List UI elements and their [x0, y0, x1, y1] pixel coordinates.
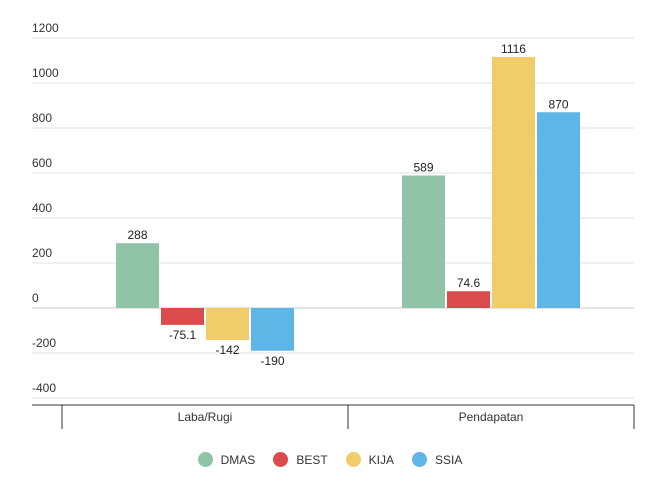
- y-tick-label: 400: [32, 201, 52, 215]
- data-label: 1116: [501, 42, 526, 56]
- legend-label: BEST: [296, 452, 328, 467]
- legend-swatch: [345, 452, 361, 467]
- data-label: 288: [127, 228, 147, 242]
- legend-swatch: [273, 452, 289, 467]
- category-label: Pendapatan: [459, 410, 524, 424]
- data-label: 74.6: [457, 276, 481, 290]
- bar-kija: [492, 56, 535, 309]
- y-tick-label: 200: [32, 246, 52, 260]
- y-tick-label: -200: [32, 336, 56, 350]
- legend-label: KIJA: [368, 452, 394, 467]
- category-label: Laba/Rugi: [178, 410, 233, 424]
- legend-label: SSIA: [435, 452, 463, 467]
- bar-dmas: [402, 175, 445, 308]
- data-label: -75.1: [169, 328, 197, 342]
- legend-item-best: BEST: [273, 452, 328, 467]
- data-label: 870: [548, 97, 568, 111]
- legend-item-ssia: SSIA: [412, 452, 462, 467]
- y-tick-label: 1200: [32, 21, 59, 35]
- data-label: 589: [413, 160, 433, 174]
- legend-swatch: [412, 452, 427, 467]
- y-tick-label: 1000: [32, 66, 59, 80]
- x-axis: Laba/Rugi Pendapatan: [32, 404, 635, 429]
- y-tick-label: 0: [32, 291, 39, 305]
- data-labels: 288 -75.1 -142 -190 589 74.6 1116 870: [127, 42, 568, 368]
- bar-dmas: [116, 243, 159, 308]
- data-label: -142: [215, 343, 239, 357]
- bar-best: [447, 291, 490, 308]
- y-axis-tick-labels: 1200 1000 800 600 400 200 0 -200 -400: [32, 21, 59, 395]
- legend-item-kija: KIJA: [345, 452, 394, 467]
- bar-kija: [206, 308, 249, 340]
- legend-swatch: [197, 452, 213, 467]
- bar-ssia: [537, 112, 580, 308]
- y-tick-label: 600: [32, 156, 52, 170]
- y-tick-label: 800: [32, 111, 52, 125]
- data-label: -190: [260, 354, 284, 368]
- bars: [116, 56, 580, 351]
- legend-label: DMAS: [220, 452, 256, 467]
- y-tick-label: -400: [32, 381, 56, 395]
- legend: DMAS BEST KIJA SSIA: [0, 452, 660, 467]
- bar-ssia: [251, 308, 294, 351]
- legend-item-dmas: DMAS: [197, 452, 256, 467]
- bar-best: [161, 308, 204, 325]
